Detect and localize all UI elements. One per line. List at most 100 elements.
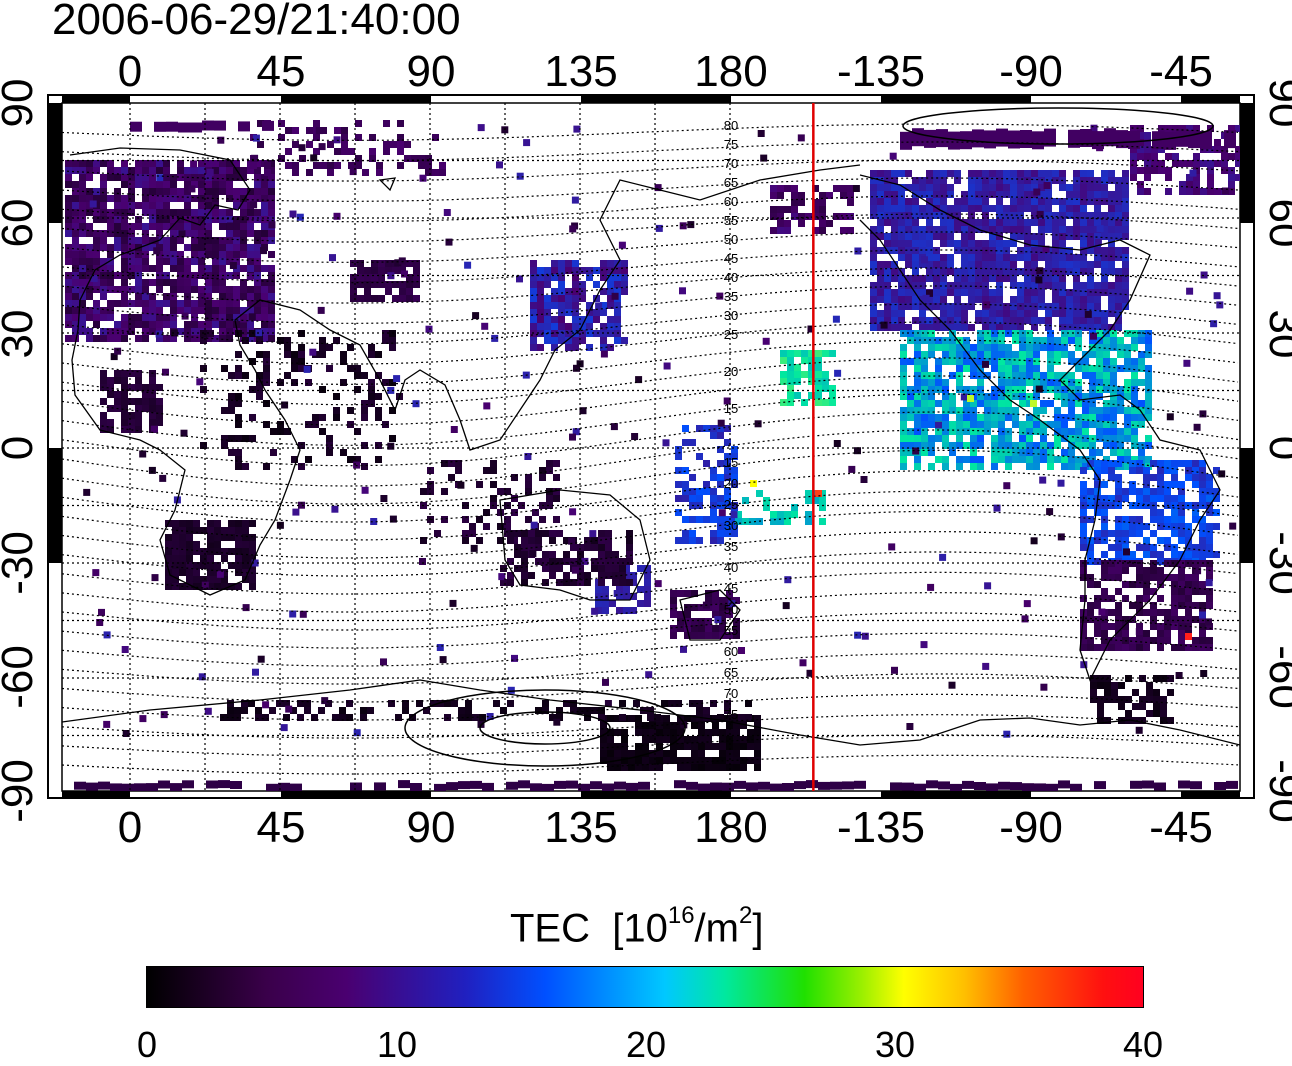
tec-cell: [1068, 372, 1075, 379]
tec-cell: [207, 520, 214, 527]
tec-cell: [926, 205, 933, 212]
tec-cell: [614, 302, 621, 309]
tec-cell: [1044, 128, 1056, 147]
tec-cell: [207, 576, 214, 583]
tec-cell: [600, 309, 607, 316]
tec-cell: [996, 177, 1003, 184]
tec-cell: [1151, 167, 1158, 174]
tec-cell: [114, 223, 121, 230]
tec-cell: [1061, 456, 1068, 463]
tec-cell: [470, 780, 482, 789]
tec-cell: [249, 534, 256, 541]
tec-cell: [235, 421, 242, 428]
tec-cell: [1144, 139, 1151, 146]
tec-cell: [691, 736, 698, 743]
tec-cell: [1122, 488, 1129, 495]
contour-label: 55: [724, 623, 738, 638]
tec-cell: [815, 364, 822, 371]
tec-cell: [1101, 574, 1108, 581]
tec-cell: [1010, 303, 1017, 310]
tec-cell: [1010, 317, 1017, 324]
tec-cell: [1154, 782, 1166, 791]
tec-cell: [1017, 324, 1024, 331]
tec-cell: [1115, 191, 1122, 198]
tec-cell: [221, 555, 228, 562]
tec-cell: [1052, 261, 1059, 268]
tec-cell: [812, 206, 819, 213]
tec-cell: [996, 184, 1003, 191]
tec-cell: [186, 520, 193, 527]
tec-cell: [420, 488, 427, 495]
tec-cell: [1207, 167, 1214, 174]
tec-cell: [249, 435, 256, 442]
tec-cell: [996, 324, 1003, 331]
tec-cell: [430, 700, 437, 707]
tec-cell: [593, 281, 600, 288]
tec-cell: [1024, 254, 1031, 261]
tec-cell: [703, 516, 710, 523]
tec-cell: [1087, 303, 1094, 310]
tec-cell: [149, 160, 156, 167]
tec-cell: [254, 251, 261, 258]
tec-cell: [1124, 344, 1131, 351]
tec-cell: [558, 295, 565, 302]
tec-cell: [933, 226, 940, 233]
tec-cell: [1131, 330, 1138, 337]
tec-cell: [1017, 303, 1024, 310]
tec-cell: [261, 202, 268, 209]
tec-cell: [598, 544, 605, 551]
lat-tick-right: -60: [1260, 645, 1292, 709]
tec-cell: [1094, 296, 1101, 303]
tec-cell: [949, 351, 956, 358]
tec-cell: [114, 286, 121, 293]
tec-cell: [250, 201, 258, 209]
tec-cell: [1094, 233, 1101, 240]
tec-cell: [754, 722, 761, 729]
tec-cell: [264, 162, 271, 169]
tec-cell: [1024, 268, 1031, 275]
tec-cell: [1165, 153, 1172, 160]
tec-cell: [1038, 226, 1045, 233]
mag-lat-contour: [62, 551, 1239, 595]
tec-cell: [198, 300, 205, 307]
tec-cell: [86, 230, 93, 237]
tec-cell: [558, 260, 565, 267]
tec-cell: [1185, 551, 1192, 558]
tec-cell: [905, 303, 912, 310]
tec-cell: [530, 281, 537, 288]
tec-cell: [1059, 212, 1066, 219]
tec-cell: [1066, 268, 1073, 275]
tec-cell: [900, 442, 907, 449]
tec-cell: [933, 275, 940, 282]
tec-cell: [249, 576, 256, 583]
tec-cell: [619, 558, 626, 565]
tec-cell: [572, 428, 580, 436]
tec-cell: [361, 442, 368, 449]
tec-cell: [1206, 481, 1213, 488]
tec-cell: [1012, 421, 1019, 428]
tec-cell: [847, 227, 854, 234]
tec-cell: [607, 316, 614, 323]
tec-cell: [1144, 153, 1151, 160]
tec-cell: [1143, 567, 1150, 574]
tec-cell: [647, 707, 654, 714]
tec-cell: [1129, 530, 1136, 537]
tec-cell: [656, 757, 663, 764]
tec-cell: [975, 240, 982, 247]
tec-cell: [214, 527, 221, 534]
tec-cell: [787, 357, 794, 364]
tec-cell: [1059, 275, 1066, 282]
tec-cell: [747, 736, 754, 743]
tec-cell: [970, 421, 977, 428]
tec-cell: [514, 544, 521, 551]
tec-cell: [1122, 296, 1129, 303]
tec-cell: [949, 400, 956, 407]
tec-cell: [628, 715, 635, 722]
tec-cell: [235, 541, 242, 548]
tec-cell: [972, 129, 984, 148]
tec-cell: [942, 351, 949, 358]
mag-lat-contour: [62, 470, 1239, 523]
lon-tick-bottom: -45: [1149, 803, 1213, 852]
tec-cell: [805, 497, 812, 504]
tec-cell: [507, 530, 514, 537]
